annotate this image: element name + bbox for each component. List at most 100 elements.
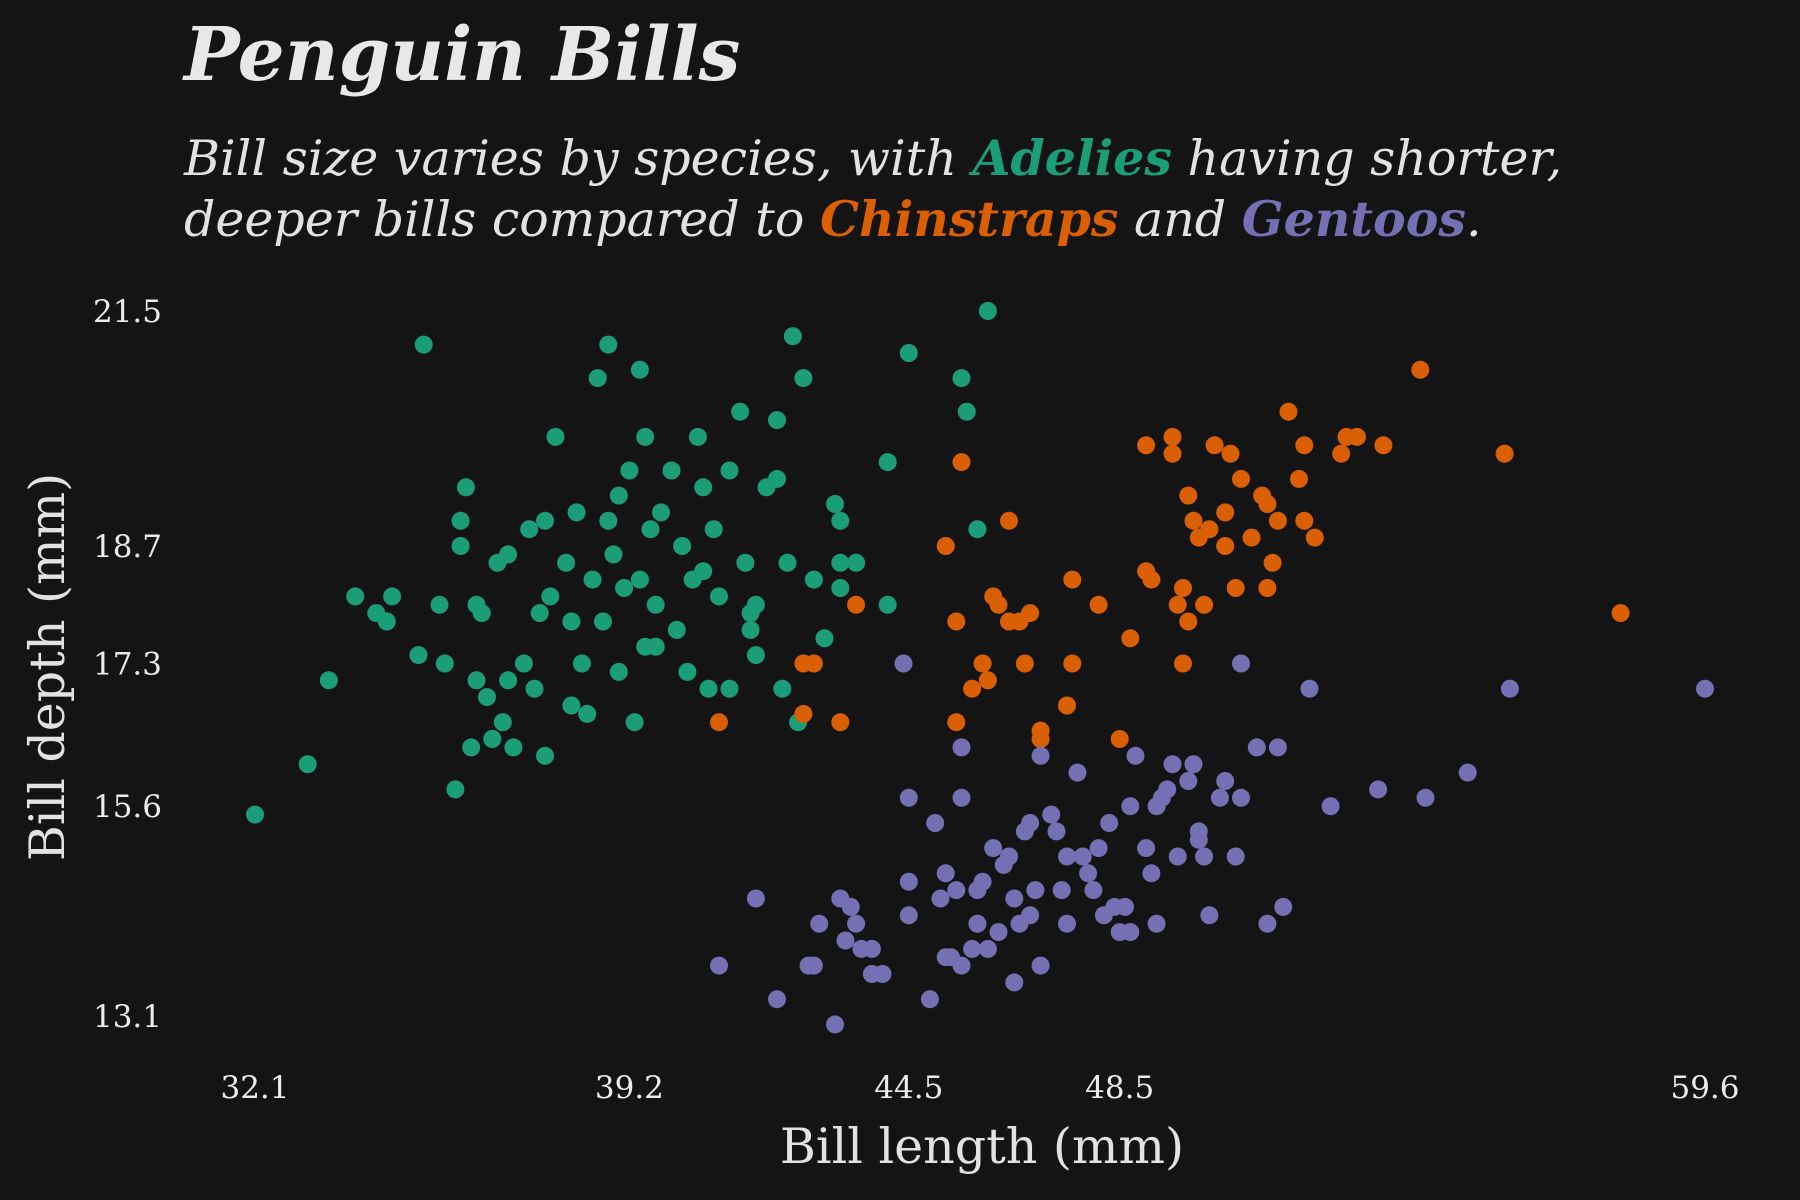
x-tick-label: 39.2 (595, 1070, 664, 1106)
data-point-gentoos (1005, 889, 1024, 908)
data-point-chinstraps (847, 595, 866, 614)
data-point-adelies (704, 520, 723, 539)
data-point-chinstraps (1226, 579, 1245, 597)
data-point-gentoos (1168, 847, 1187, 866)
data-point-adelies (609, 486, 628, 505)
data-point-adelies (831, 511, 850, 530)
x-tick-label: 32.1 (220, 1070, 289, 1106)
y-tick-label: 15.6 (93, 789, 162, 825)
data-point-adelies (562, 696, 581, 715)
data-point-adelies (720, 679, 739, 698)
x-tick-label: 59.6 (1670, 1070, 1739, 1106)
data-point-adelies (536, 511, 554, 530)
data-point-adelies (688, 427, 707, 446)
y-tick-label: 17.3 (93, 647, 162, 683)
data-point-gentoos (1021, 906, 1040, 925)
data-point-chinstraps (1232, 469, 1250, 488)
y-tick-label: 13.1 (93, 999, 162, 1035)
data-point-gentoos (894, 654, 913, 673)
data-point-chinstraps (1216, 537, 1235, 555)
data-point-adelies (346, 587, 365, 606)
data-point-chinstraps (1015, 654, 1034, 673)
data-point-gentoos (1052, 881, 1071, 900)
data-point-adelies (899, 344, 918, 362)
data-point-gentoos (1184, 755, 1203, 774)
data-point-gentoos (1126, 746, 1145, 765)
data-point-adelies (478, 688, 496, 707)
data-points (246, 302, 1714, 1034)
data-point-gentoos (1089, 839, 1108, 858)
data-point-adelies (630, 360, 649, 379)
data-point-adelies (594, 612, 612, 631)
data-point-gentoos (1696, 679, 1714, 698)
data-point-chinstraps (973, 654, 992, 673)
data-point-adelies (530, 604, 549, 623)
data-point-chinstraps (952, 453, 971, 472)
data-point-gentoos (936, 864, 955, 883)
data-point-gentoos (1189, 822, 1208, 841)
data-point-adelies (652, 503, 670, 522)
data-point-gentoos (1458, 763, 1477, 782)
data-point-adelies (298, 755, 317, 774)
subtitle-text: and (1118, 191, 1242, 248)
data-point-gentoos (768, 990, 786, 1009)
y-axis-title: Bill depth (mm) (19, 473, 76, 861)
data-point-gentoos (1232, 788, 1250, 807)
data-point-gentoos (1258, 914, 1277, 933)
data-point-adelies (646, 595, 665, 614)
data-point-adelies (409, 646, 428, 665)
data-point-gentoos (1216, 772, 1235, 790)
data-point-adelies (615, 579, 634, 597)
data-point-chinstraps (831, 713, 850, 732)
data-point-gentoos (1300, 679, 1319, 698)
subtitle-text: having shorter, deeper bills compared to (184, 130, 1563, 248)
data-point-adelies (968, 520, 987, 539)
data-point-gentoos (1000, 847, 1018, 866)
data-point-gentoos (1247, 738, 1266, 757)
data-point-chinstraps (1332, 444, 1351, 463)
data-point-adelies (319, 671, 338, 690)
data-point-adelies (662, 461, 681, 480)
data-point-gentoos (1079, 864, 1098, 883)
data-point-chinstraps (1290, 469, 1308, 488)
data-point-gentoos (1005, 973, 1024, 992)
data-point-adelies (572, 654, 591, 673)
data-point-adelies (731, 402, 750, 421)
data-point-chinstraps (1374, 436, 1393, 455)
data-point-chinstraps (1000, 511, 1018, 530)
data-point-gentoos (1031, 746, 1050, 765)
data-point-chinstraps (1242, 528, 1261, 547)
data-point-chinstraps (1305, 528, 1324, 547)
data-point-chinstraps (947, 713, 966, 732)
data-point-chinstraps (1258, 579, 1277, 597)
data-point-adelies (746, 595, 765, 614)
data-point-chinstraps (1611, 604, 1630, 623)
data-point-gentoos (873, 965, 892, 983)
data-point-adelies (456, 478, 475, 497)
data-point-adelies (599, 511, 618, 530)
y-tick-label: 18.7 (93, 529, 162, 565)
data-point-gentoos (1152, 788, 1171, 807)
data-point-gentoos (952, 788, 971, 807)
data-point-chinstraps (1263, 553, 1282, 572)
data-point-gentoos (947, 881, 966, 900)
data-point-adelies (546, 427, 565, 446)
data-point-chinstraps (1268, 511, 1287, 530)
data-point-chinstraps (947, 612, 966, 631)
data-point-chinstraps (1221, 444, 1240, 463)
data-point-gentoos (973, 872, 992, 891)
data-point-gentoos (1416, 788, 1435, 807)
subtitle-adelie-label: Adelies (972, 129, 1172, 187)
data-point-gentoos (1369, 780, 1388, 799)
data-point-adelies (710, 587, 728, 606)
data-point-gentoos (1274, 897, 1293, 916)
data-point-gentoos (1195, 847, 1214, 866)
data-point-gentoos (862, 939, 881, 958)
data-point-adelies (794, 369, 813, 388)
data-point-gentoos (810, 914, 829, 933)
data-point-gentoos (746, 889, 765, 908)
data-point-adelies (541, 587, 560, 606)
data-point-chinstraps (1163, 444, 1182, 463)
data-point-adelies (451, 537, 470, 555)
data-point-adelies (567, 503, 586, 522)
